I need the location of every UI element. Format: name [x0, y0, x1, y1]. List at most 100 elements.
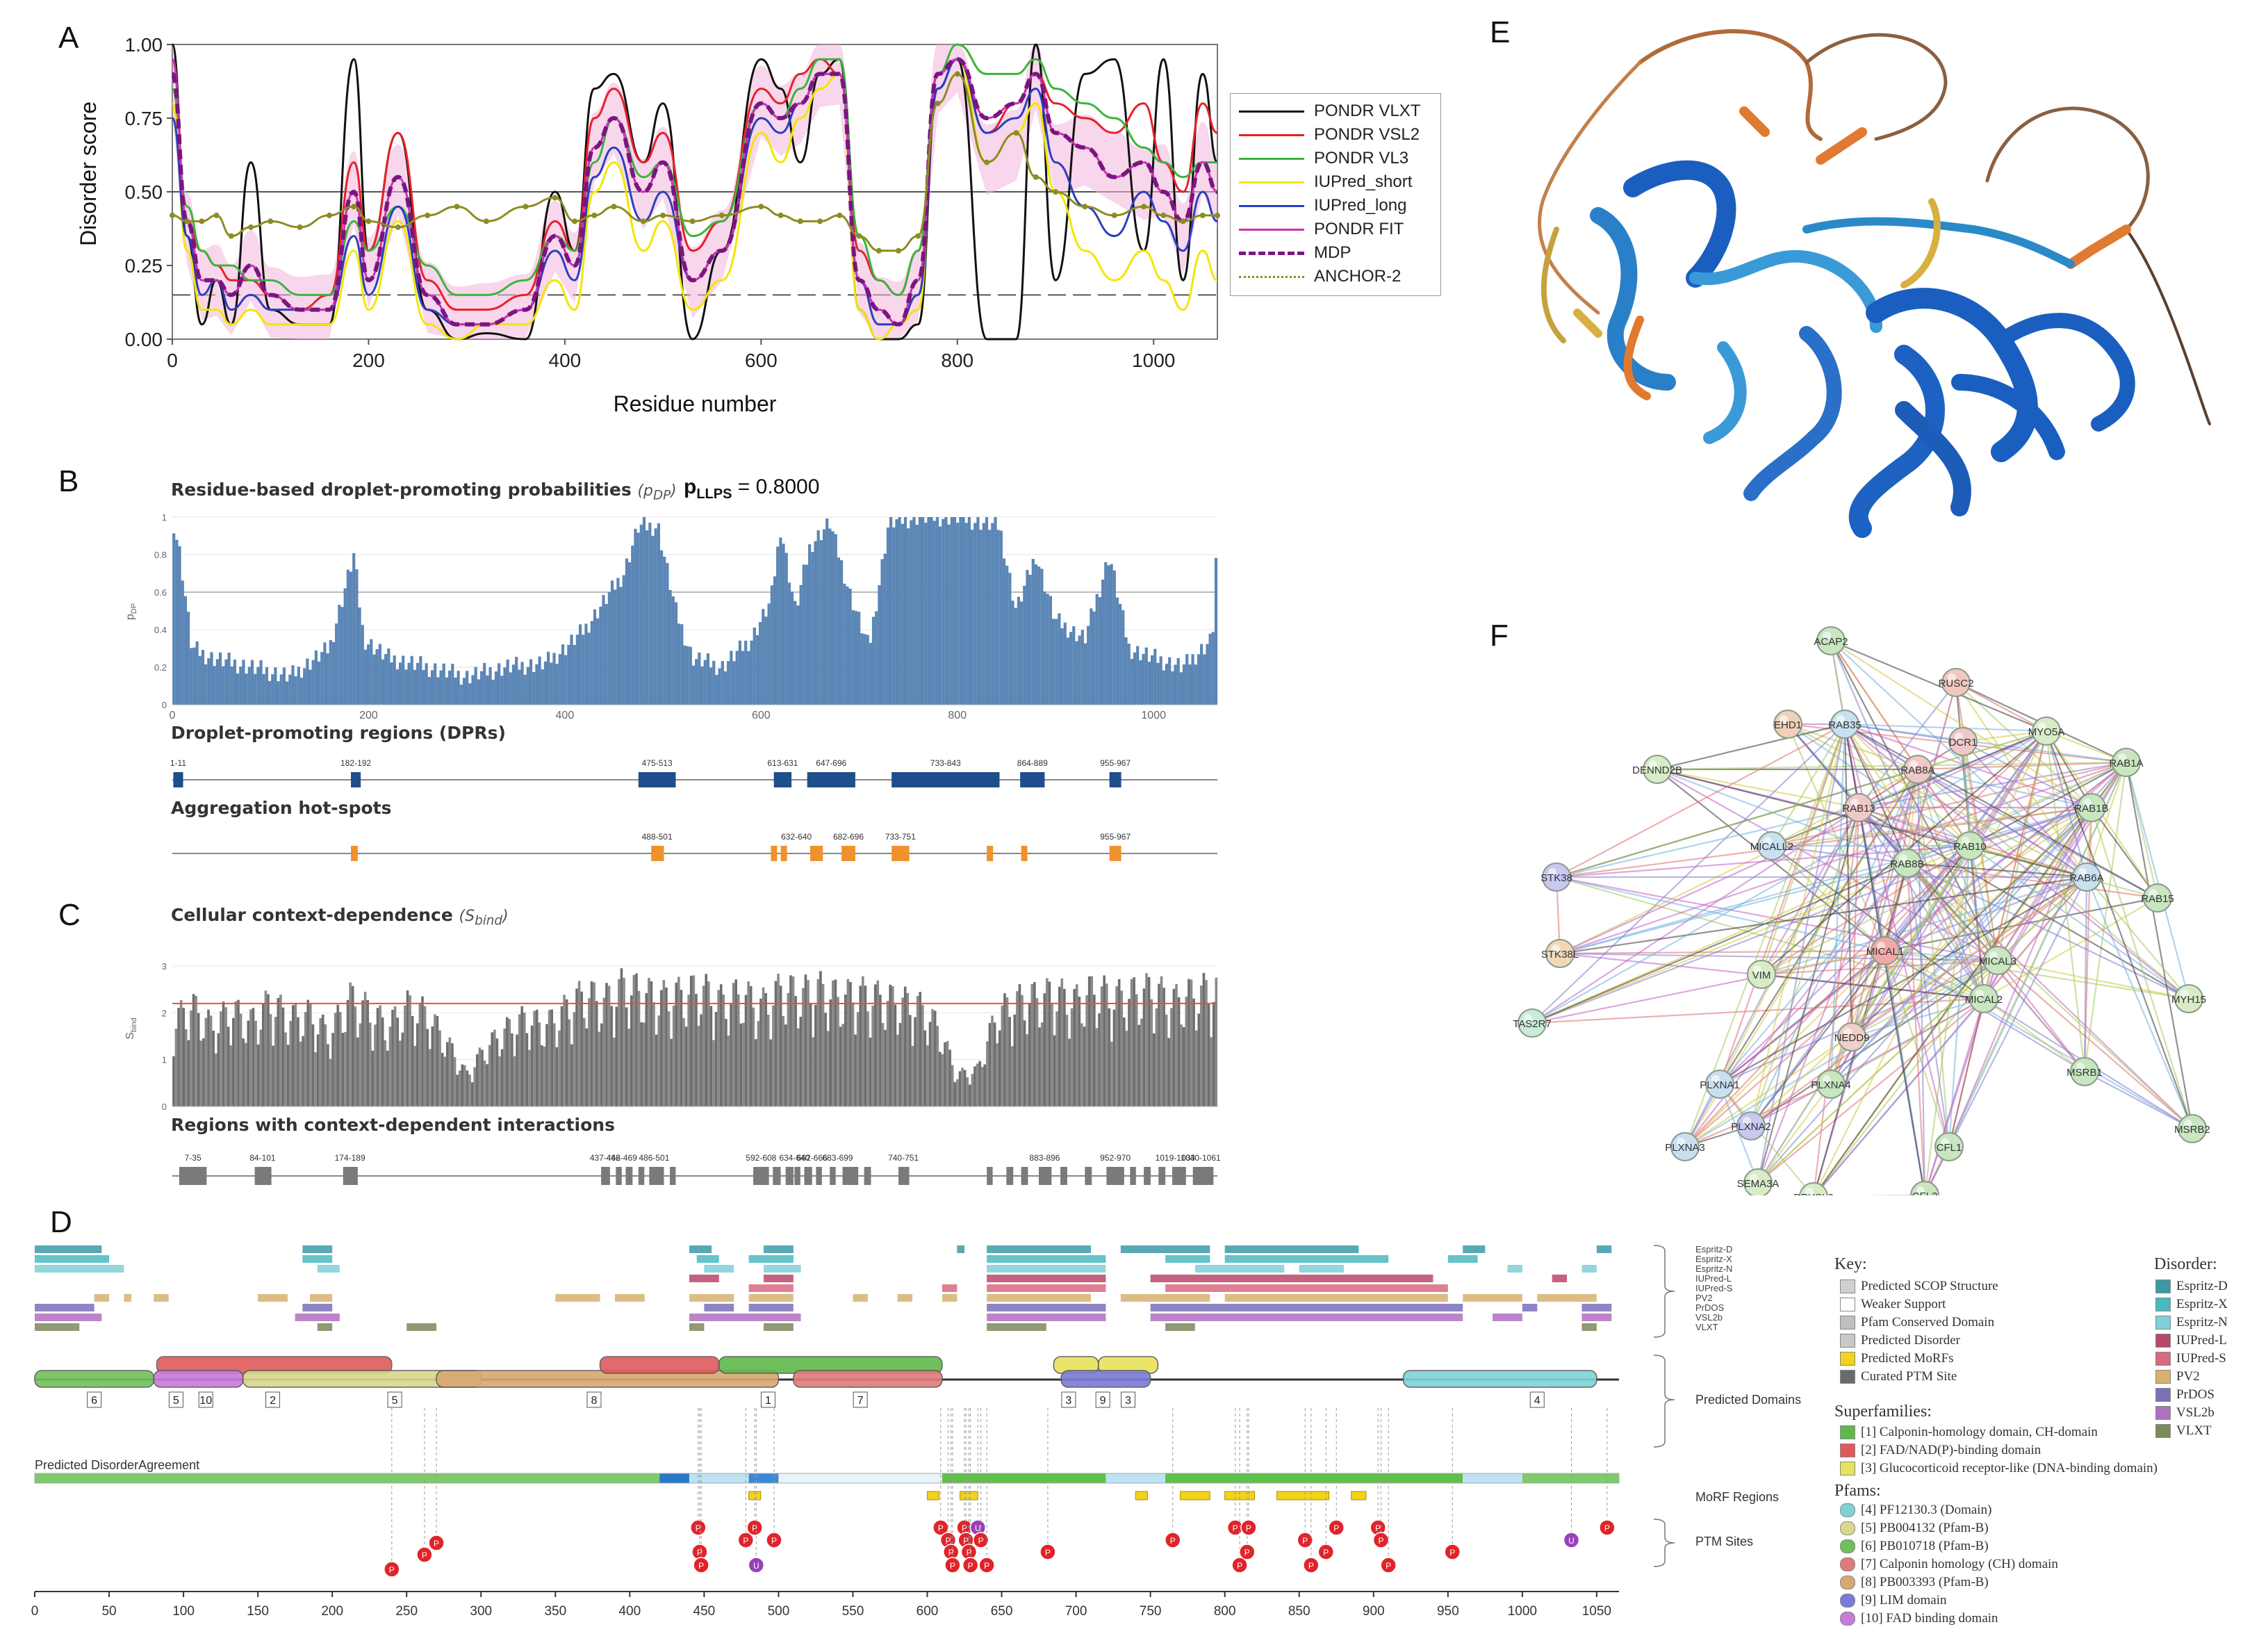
network-edge [1850, 950, 1887, 1038]
ptm-site [416, 1546, 433, 1563]
disorder-item: PV2 [2155, 1369, 2200, 1384]
network-edge [1813, 807, 1860, 1195]
sbind-bar [849, 981, 852, 1106]
anchor-2-point [326, 212, 332, 218]
key-label: Espritz-X [2176, 1297, 2228, 1311]
pdp-bar [1104, 562, 1108, 705]
sbind-bar [192, 994, 195, 1106]
anchor-2-point [778, 212, 784, 218]
anchor-2-point [297, 224, 303, 230]
pdp-bar [584, 623, 588, 705]
disorder-track-label: Espritz-N [1695, 1263, 1732, 1274]
panel-letter-d: D [50, 1205, 72, 1239]
anchor-2-point [660, 212, 666, 218]
disorder-item: IUPred-L [2155, 1333, 2227, 1348]
pdp-bar [1179, 672, 1183, 705]
disorder-track-segment [35, 1304, 94, 1311]
pdp-bar [451, 664, 454, 705]
disorder-track-segment [302, 1304, 333, 1311]
panel-a-series [170, 43, 1220, 341]
network-nodes: ACAP2 RUSC2 EHD1 RAB35 DCR1 MYO5A DENND2B RAB8A… [1513, 626, 2210, 1195]
sbind-bar [409, 995, 411, 1106]
hotspot-track: 488-501 632-640 682-696 733-751 955-967 [172, 832, 1217, 861]
morf-region [1276, 1491, 1330, 1500]
pdp-bar [607, 592, 611, 705]
sbind-bar [570, 1044, 573, 1106]
sbind-bar [247, 1020, 250, 1106]
key-item: Curated PTM Site [1840, 1369, 1957, 1384]
sbind-bar [1172, 988, 1176, 1106]
pdp-bar [1115, 597, 1119, 705]
x-tick-label: 850 [1288, 1604, 1310, 1619]
network-edge [1843, 723, 1950, 1147]
ptm-site [962, 1557, 979, 1573]
pdp-bar [663, 556, 666, 705]
ptm-site [1303, 1557, 1320, 1573]
pdp-bar [857, 612, 861, 705]
ptm-site-label: P [945, 1536, 951, 1546]
network-node-label: MICAL2 [1965, 994, 2003, 1006]
pdp-bar [245, 673, 248, 705]
sbind-bar [552, 1023, 556, 1106]
key-swatch [1840, 1521, 1855, 1535]
sbind-bar [269, 1014, 272, 1106]
morf-regions-label: MoRF Regions [1695, 1490, 1779, 1504]
pdp-bar [1058, 613, 1061, 705]
y-tick-label: 1 [162, 1055, 167, 1065]
sbind-bar [1130, 979, 1133, 1106]
network-edge [1657, 768, 1859, 809]
pdp-bar [1133, 652, 1137, 705]
sbind-bar [1112, 1009, 1116, 1106]
pdp-bar [1083, 643, 1087, 705]
disorder-item: Espritz-X [2155, 1297, 2228, 1312]
pdp-bar [1168, 657, 1172, 705]
network-edge [1761, 949, 1886, 976]
network-node-highlight [1524, 1014, 1532, 1022]
domain-number-label: 4 [1534, 1395, 1540, 1407]
pdp-bar [924, 523, 928, 705]
context-region [1085, 1167, 1092, 1185]
network-node-label: RAB8A [1900, 764, 1934, 776]
sbind-bar [530, 1025, 534, 1106]
pdp-bar [1078, 635, 1081, 705]
pdp-bar [686, 646, 689, 705]
panel-b-title-text: Residue-based droplet-promoting probabil… [171, 480, 632, 500]
pdp-bar [483, 662, 486, 705]
key-swatch [2155, 1388, 2171, 1402]
sbind-bar [812, 1037, 814, 1106]
pdp-bar [434, 663, 437, 705]
network-edge [2125, 762, 2194, 1129]
sbind-bar [500, 1049, 504, 1106]
sbind-bar [707, 981, 710, 1106]
disorder-track-segment [987, 1304, 1106, 1311]
pdp-bar [828, 528, 832, 705]
sbind-bar [762, 987, 765, 1106]
pdp-bar [393, 655, 396, 705]
pdp-bar [175, 539, 179, 705]
y-tick-label: 0.4 [154, 625, 167, 635]
context-label: 683-699 [822, 1153, 853, 1163]
pdp-bar [642, 517, 646, 705]
anchor-2-point [817, 218, 823, 224]
network-node-label: STK38L [1541, 949, 1579, 960]
sbind-bar [523, 1013, 526, 1106]
pdp-bar [198, 655, 202, 705]
sbind-bar [1028, 1003, 1031, 1106]
sbind-bar [766, 1014, 770, 1106]
x-tick-label: 400 [618, 1604, 641, 1619]
pdp-bar [573, 644, 576, 705]
pdp-bar [671, 596, 675, 705]
network-edge [1657, 723, 1846, 771]
pdp-bar [271, 674, 274, 705]
pdp-bar [201, 650, 205, 705]
pdp-bar [657, 523, 660, 705]
network-edge [1830, 723, 1846, 1085]
x-tick-label: 600 [745, 350, 778, 371]
network-edge [1750, 845, 1971, 1127]
network-node-label: MSRB1 [2066, 1067, 2103, 1079]
pdp-bar [224, 659, 228, 705]
pdp-bar [419, 656, 422, 705]
sbind-bar [528, 1049, 531, 1106]
pdp-bar [567, 644, 570, 705]
network-edge [1684, 950, 1886, 1147]
